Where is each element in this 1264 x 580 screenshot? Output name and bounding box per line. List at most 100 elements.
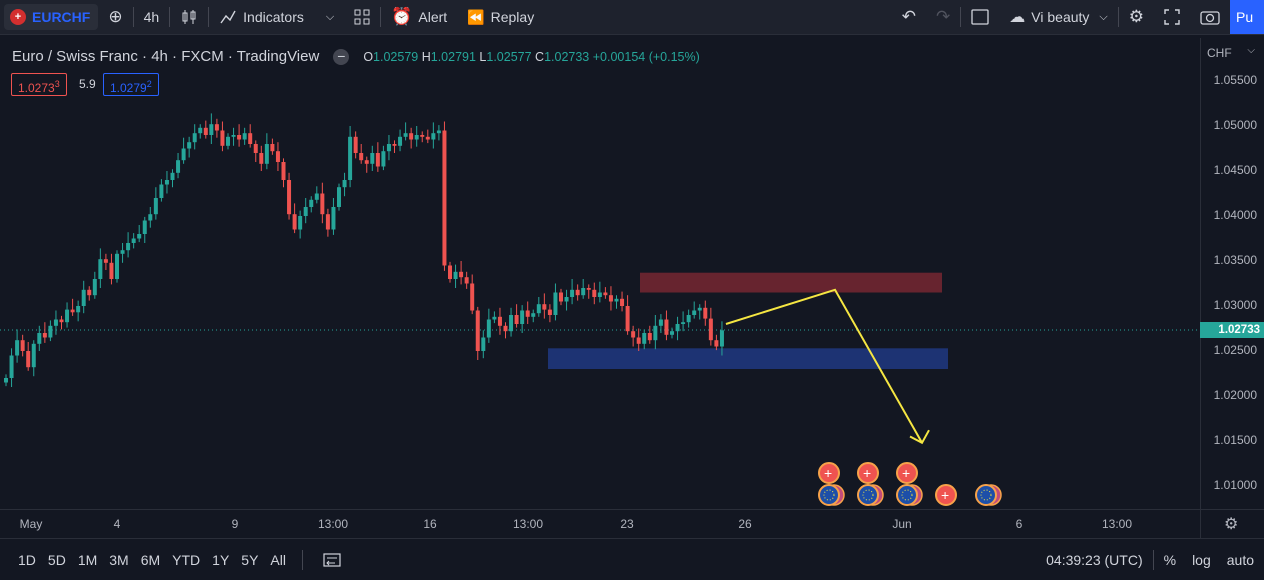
range-button-6m[interactable]: 6M [140,551,161,568]
undo-button[interactable]: ↶ [892,0,926,34]
redo-button[interactable]: ↷ [926,0,960,34]
swiss-event-icon [896,462,918,484]
fullscreen-button[interactable] [1154,0,1190,34]
axis-settings-button[interactable]: ⚙ [1200,509,1264,538]
range-button-5y[interactable]: 5Y [241,551,259,568]
candle-body [209,124,214,135]
range-button-5d[interactable]: 5D [47,551,66,568]
projection-arrowhead [909,429,930,445]
eu-event-icon [975,484,997,506]
candle-body [592,289,597,297]
candle-body [281,162,286,180]
candle-body [536,304,541,314]
symbol-search-button[interactable]: + EURCHF [4,4,99,30]
layout-button[interactable] [961,0,999,34]
support-zone [548,348,948,369]
buy-price-button[interactable]: 1.02792 [103,73,159,96]
utc-clock[interactable]: 04:39:23 (UTC) [1046,551,1143,568]
log-toggle[interactable]: log [1192,551,1211,568]
snapshot-button[interactable] [1190,0,1230,34]
range-button-1y[interactable]: 1Y [212,551,230,568]
candle-body [142,220,147,234]
goto-date-button[interactable] [313,543,351,577]
candle-body [70,309,75,313]
candle-body [575,289,580,296]
price-tick-label: 1.03000 [1213,298,1257,312]
candle-body [603,292,608,296]
candle-body [92,279,97,296]
chevron-down-icon: ⌵ [325,10,335,23]
low-value: 1.02577 [486,49,532,64]
currency-label[interactable]: CHF [1207,46,1232,60]
candle-body [153,198,158,215]
eu-stars-icon [901,489,913,501]
candle-body [714,340,719,347]
candle-body [470,283,475,311]
chart-pane[interactable]: + + + + [0,38,1200,509]
swiss-cross-glyph: + [863,465,871,481]
fullscreen-icon [1164,9,1180,25]
hide-legend-icon[interactable]: − [333,48,350,65]
auto-toggle[interactable]: auto [1226,551,1254,568]
grid-icon [354,9,370,25]
templates-button[interactable] [344,0,380,34]
range-button-3m[interactable]: 3M [109,551,129,568]
price-tick-label: 1.04000 [1213,208,1257,222]
interval-button[interactable]: 4h [143,9,160,25]
settings-button[interactable]: ⚙ [1119,0,1154,34]
candle-body [425,136,430,140]
candle-body [109,262,114,279]
time-tick-label: May [19,517,43,531]
candle-body [226,136,230,146]
candle-body [553,292,558,315]
candle-body [15,340,20,356]
candle-body [564,297,569,302]
candle-body [608,295,613,302]
candle-body [148,214,153,221]
candle-body [348,136,353,180]
range-button-all[interactable]: All [270,551,286,568]
alert-button[interactable]: ⏰ Alert [381,0,457,34]
undo-icon: ↶ [901,7,917,26]
chart-type-button[interactable] [170,0,208,34]
plus-circle-icon: ⊕ [108,7,123,26]
time-axis[interactable]: May 4 9 13:00 16 13:00 23 26 Jun 6 13:00 [0,509,1200,538]
series-title[interactable]: Euro / Swiss Franc · 4h · FXCM · Trading… [12,48,320,65]
candle-body [65,309,70,323]
alert-label: Alert [418,9,448,25]
sell-price-button[interactable]: 1.02733 [11,73,67,96]
candle-body [586,288,591,290]
percent-toggle[interactable]: % [1163,551,1177,568]
candlestick-chart[interactable]: + + + + [0,38,1200,509]
candle-body [448,265,452,279]
candle-body [420,135,425,137]
range-button-ytd[interactable]: YTD [172,551,201,568]
price-tick-label: 1.02000 [1213,388,1257,402]
candle-body [259,153,264,164]
compare-button[interactable]: ⊕ [98,0,132,34]
price-tick-label: 1.01500 [1213,433,1257,447]
candle-body [409,133,414,140]
candles-icon [182,10,196,24]
save-layout-button[interactable]: ☁ Vi beauty ⌵ [999,0,1117,34]
replay-button[interactable]: ⏪ Replay [457,0,544,34]
candle-body [131,238,136,243]
candle-body [331,207,336,230]
time-tick-label: 4 [113,517,121,531]
price-axis[interactable]: CHF ⌵ 1.05500 1.05000 1.04500 1.04000 1.0350… [1200,38,1264,509]
swiss-cross-glyph: + [902,465,910,481]
price-tick-label: 1.01000 [1213,478,1257,492]
spread-value: 5.9 [79,77,96,91]
candle-body [658,319,663,326]
candle-body [192,133,197,143]
low-label: L [479,49,487,64]
publish-button[interactable]: Pu [1230,0,1264,34]
candle-body [631,331,636,338]
candle-body [337,187,341,207]
range-button-1m[interactable]: 1M [77,551,98,568]
chevron-down-icon[interactable]: ⌵ [1247,45,1255,56]
candle-body [359,153,364,161]
range-button-1d[interactable]: 1D [18,551,36,568]
candle-body [59,319,64,323]
indicators-button[interactable]: Indicators ⌵ [209,0,344,34]
